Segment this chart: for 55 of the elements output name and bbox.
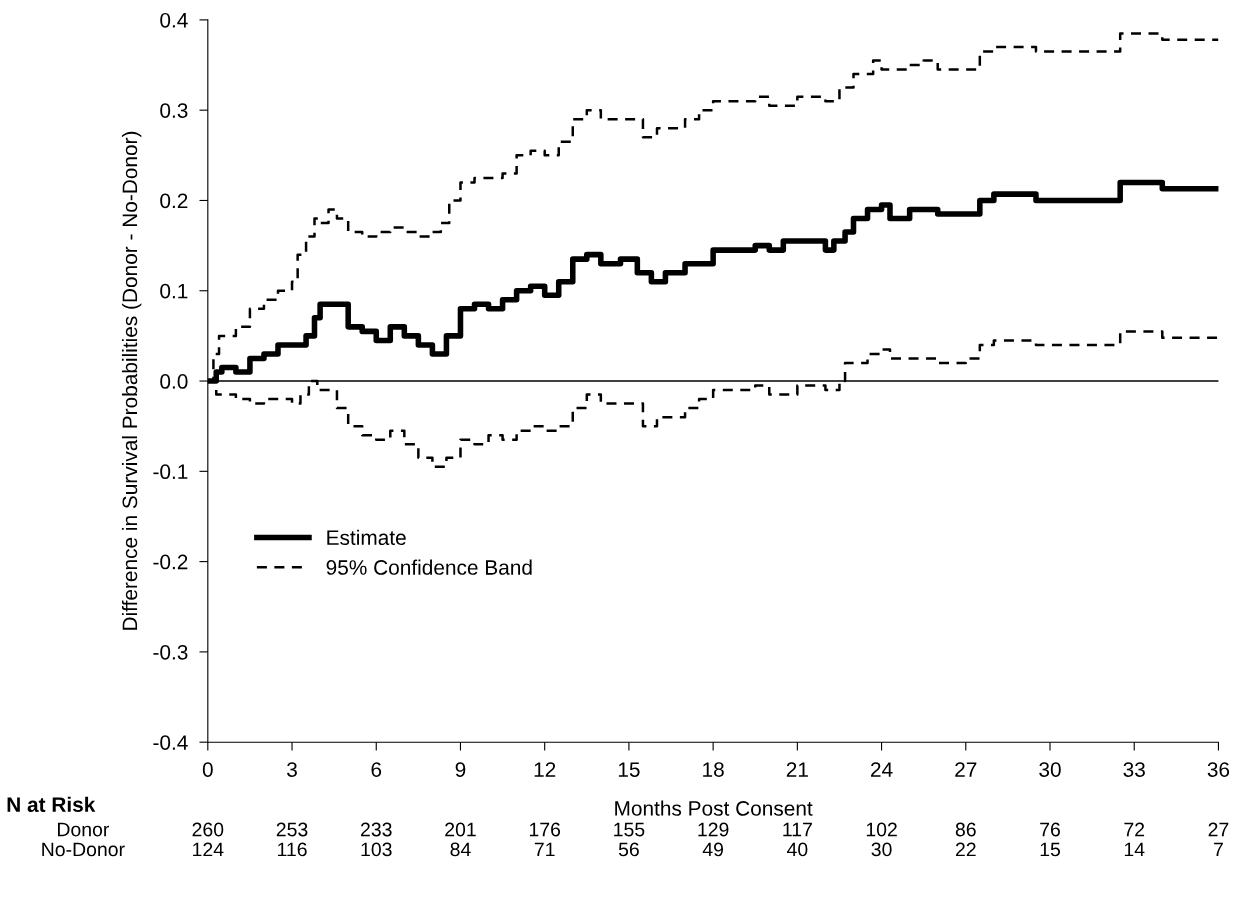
x-axis-title: Months Post Consent [615,800,813,816]
y-axis-title: Difference in Survival Probabilities (Donor - No-Donor) [121,131,142,630]
text: 15 [1040,842,1061,857]
y-tick-label: 0.2 [160,193,188,209]
x-tick-label: 15 [618,762,640,777]
y-tick-label: -0.3 [153,644,188,660]
text: 129 [698,822,729,837]
y-tick-label: 0.1 [160,283,188,299]
x-tick-label: 0 [202,762,213,777]
text: 103 [361,842,392,857]
text: 233 [361,822,392,837]
text: 102 [866,822,897,837]
x-tick-label: 3 [287,762,297,777]
text: 27 [1208,822,1229,837]
x-tick-label: 36 [1207,762,1230,777]
y-tick-label: -0.1 [153,464,188,480]
text: 176 [529,822,561,837]
text: 84 [450,842,471,857]
x-tick-label: 33 [1123,762,1145,777]
y-tick-label: -0.4 [153,735,188,750]
text: 72 [1124,822,1145,837]
y-tick-label: -0.2 [153,554,188,570]
text: 56 [618,842,639,857]
y-tick-label: 0.3 [160,103,188,118]
text: 124 [193,842,224,857]
text: 117 [783,822,812,837]
text: 116 [278,842,307,857]
text: 71 [534,842,555,857]
text: 49 [702,842,724,857]
text: 76 [1040,822,1060,837]
text: 7 [1214,842,1223,857]
x-tick-label: 30 [1039,762,1061,777]
text: 260 [192,822,224,837]
x-tick-label: 27 [955,762,977,777]
text: 201 [445,822,476,837]
legend-label: Estimate [327,529,406,546]
x-tick-label: 24 [871,762,893,777]
y-tick-label: 0.0 [160,374,188,389]
text: 30 [871,842,892,857]
x-tick-label: 21 [786,762,808,777]
text: Donor [58,822,110,837]
text: 40 [786,842,808,857]
y-tick-label: 0.4 [160,12,188,28]
text: 86 [955,822,976,837]
text: No-Donor [42,842,125,857]
text: N at Risk [7,796,96,812]
x-tick-label: 9 [455,762,466,777]
text: 14 [1124,842,1145,857]
x-tick-label: 12 [534,762,556,777]
x-tick-label: 18 [703,762,724,777]
legend-label: 95% Confidence Band [326,559,532,575]
text: 22 [955,842,976,857]
text: 155 [614,822,645,837]
x-tick-label: 6 [371,762,382,777]
text: 253 [276,822,308,837]
